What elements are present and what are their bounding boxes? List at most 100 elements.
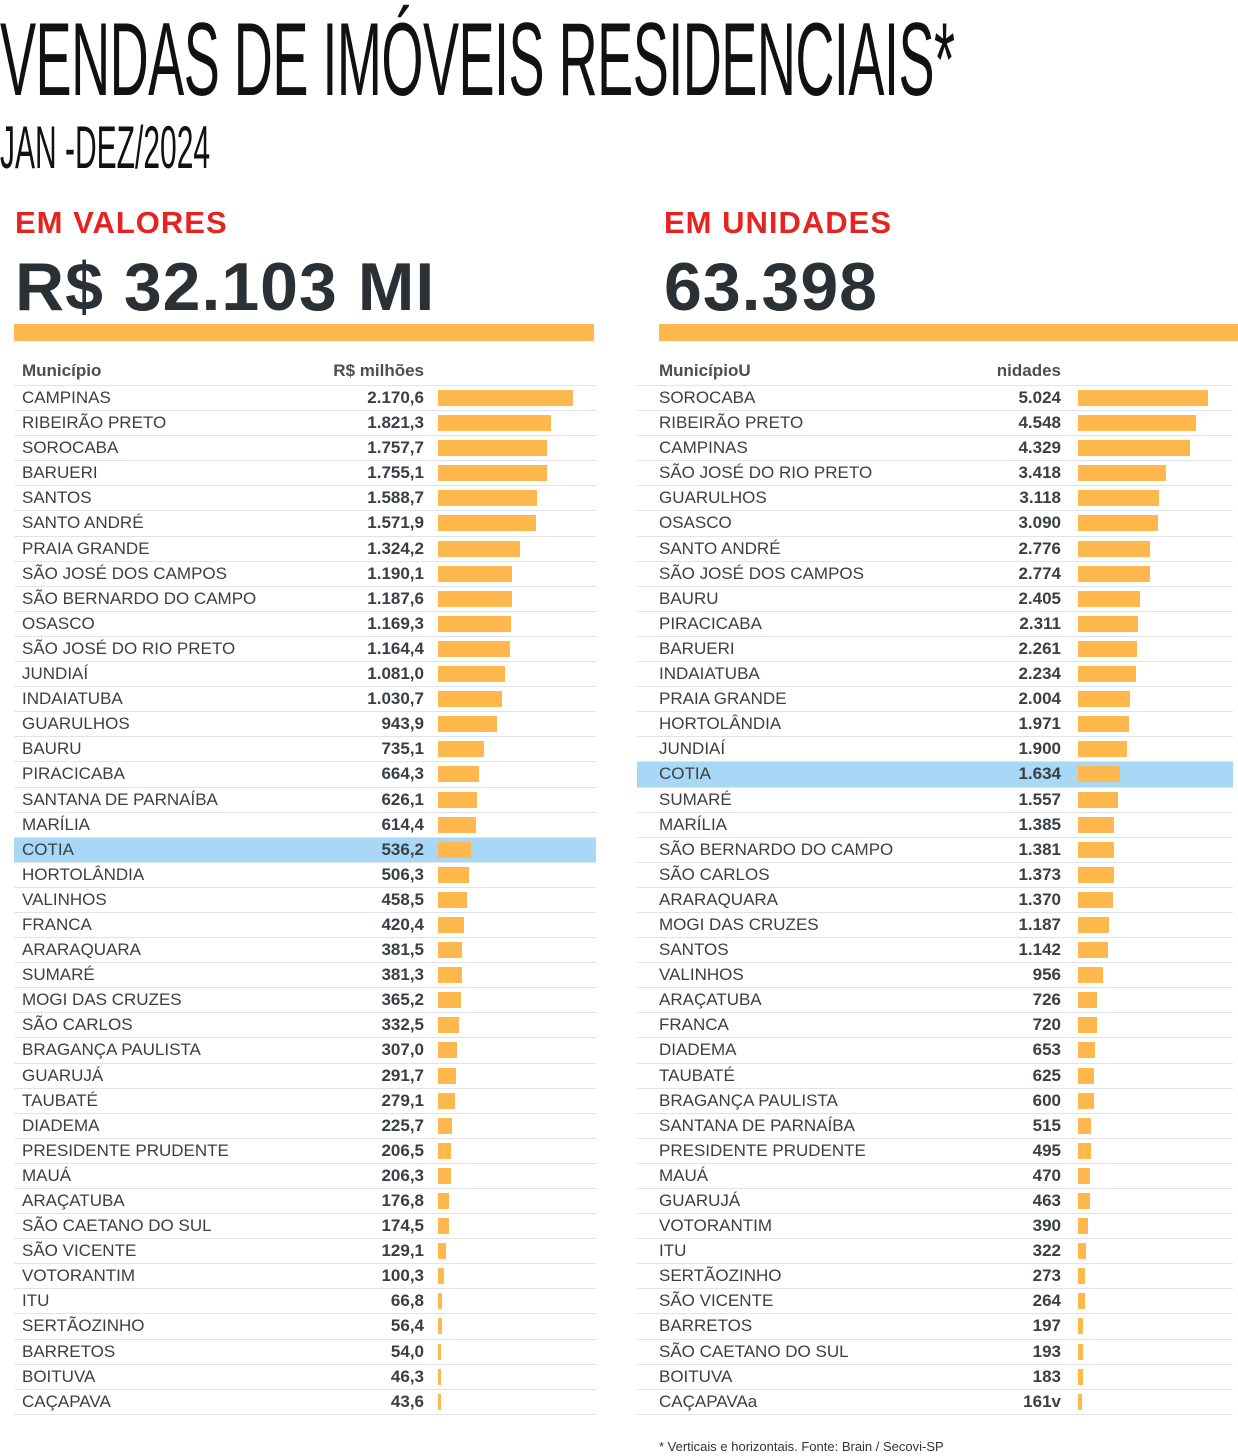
value-label: 2.405 <box>1018 588 1061 608</box>
value-label: 54,0 <box>390 1341 424 1361</box>
municipio-name: SANTOS <box>22 488 92 508</box>
rule-values <box>14 324 594 341</box>
bar <box>438 766 480 783</box>
value-label: 332,5 <box>381 1015 424 1035</box>
table-row: VALINHOS 458,5 <box>14 888 596 913</box>
table-row: SANTANA DE PARNAÍBA 626,1 <box>14 788 596 813</box>
municipio-name: SANTANA DE PARNAÍBA <box>659 1115 855 1135</box>
bar <box>438 1167 451 1184</box>
value-label: 129,1 <box>381 1241 424 1261</box>
municipio-name: PIRACICABA <box>22 764 125 784</box>
municipio-name: FRANCA <box>22 914 92 934</box>
municipio-name: COTIA <box>22 839 74 859</box>
table-row: BARRETOS 54,0 <box>14 1340 596 1365</box>
municipio-name: JUNDIAÍ <box>659 739 726 759</box>
bar <box>438 440 548 457</box>
municipio-name: BAURU <box>659 588 719 608</box>
municipio-name: GUARULHOS <box>22 714 130 734</box>
table-row: SERTÃOZINHO 273 <box>637 1264 1233 1290</box>
bar <box>1078 1318 1084 1335</box>
municipio-name: HORTOLÂNDIA <box>659 714 782 734</box>
table-row: SANTOS 1.142 <box>637 938 1233 964</box>
value-label: 1.588,7 <box>367 488 424 508</box>
bar <box>1078 691 1130 708</box>
table-row: GUARULHOS 3.118 <box>637 486 1233 512</box>
table-row: SOROCABA 5.024 <box>637 386 1233 412</box>
bar <box>1078 540 1150 557</box>
municipio-name: DIADEMA <box>22 1115 100 1135</box>
table-row: PRESIDENTE PRUDENTE 495 <box>637 1139 1233 1164</box>
table-row: PRAIA GRANDE 1.324,2 <box>14 537 596 562</box>
value-label: 197 <box>1032 1316 1061 1336</box>
bar <box>438 515 536 532</box>
municipio-name: SÃO BERNARDO DO CAMPO <box>659 839 894 859</box>
table-row: MARÍLIA 1.385 <box>637 813 1233 838</box>
municipio-name: ARAÇATUBA <box>22 1191 125 1210</box>
bar <box>438 1268 445 1285</box>
value-label: 726 <box>1032 990 1061 1010</box>
table-row: COTIA 536,2 <box>14 837 596 863</box>
bar <box>438 1343 442 1360</box>
municipio-name: RIBEIRÃO PRETO <box>659 413 804 433</box>
table-row: BAURU 735,1 <box>14 737 596 763</box>
table-row: INDAIATUBA 2.234 <box>637 662 1233 688</box>
municipio-name: GUARUJÁ <box>22 1065 104 1085</box>
municipio-name: PRESIDENTE PRUDENTE <box>22 1140 229 1160</box>
table-row: SÃO JOSÉ DO RIO PRETO 1.164,4 <box>14 637 596 663</box>
table-row: CAMPINAS 2.170,6 <box>14 386 596 412</box>
value-label: 2.311 <box>1019 613 1061 633</box>
table-row: OSASCO 3.090 <box>637 511 1233 537</box>
table-row: SOROCABA 1.757,7 <box>14 436 596 462</box>
bar <box>438 866 470 883</box>
municipio-name: HORTOLÂNDIA <box>22 864 145 884</box>
municipio-name: COTIA <box>659 764 711 784</box>
bar <box>1078 515 1158 532</box>
municipio-name: SÃO JOSÉ DOS CAMPOS <box>22 563 227 583</box>
value-label: 66,8 <box>390 1291 424 1311</box>
municipio-name: SÃO JOSÉ DO RIO PRETO <box>659 463 873 483</box>
column-header-municipio: MunicípioU <box>659 361 751 380</box>
municipio-name: SOROCABA <box>22 438 119 458</box>
table-row: MARÍLIA 614,4 <box>14 813 596 838</box>
bar <box>438 1318 442 1335</box>
municipio-name: PRAIA GRANDE <box>659 689 787 709</box>
table-row: ITU 322 <box>637 1239 1233 1265</box>
municipio-name: SERTÃOZINHO <box>22 1316 145 1336</box>
table-row: GUARUJÁ 463 <box>637 1189 1233 1215</box>
bar <box>1078 1042 1095 1059</box>
municipio-name: BOITUVA <box>22 1366 96 1386</box>
table-row: BARUERI 2.261 <box>637 637 1233 663</box>
value-label: 495 <box>1032 1140 1061 1160</box>
bar <box>1078 967 1103 984</box>
municipio-name: FRANCA <box>659 1015 729 1035</box>
bar <box>1078 1218 1089 1235</box>
table-row: DIADEMA 653 <box>637 1038 1233 1064</box>
value-label: 161v <box>1023 1391 1061 1411</box>
table-row: JUNDIAÍ 1.081,0 <box>14 662 596 688</box>
bar <box>1078 1393 1083 1410</box>
value-label: 1.971 <box>1018 714 1061 734</box>
value-label: 1.557 <box>1018 789 1061 809</box>
municipio-name: VOTORANTIM <box>659 1216 773 1236</box>
bar <box>438 540 521 557</box>
bar <box>438 1193 449 1209</box>
table-row: BRAGANÇA PAULISTA 600 <box>637 1089 1233 1114</box>
bar <box>438 1092 456 1109</box>
value-label: 1.381 <box>1018 839 1061 859</box>
table-row: SÃO CARLOS 1.373 <box>637 863 1233 888</box>
bar <box>1078 1368 1083 1385</box>
municipio-name: GUARUJÁ <box>659 1191 741 1210</box>
value-label: 2.774 <box>1018 563 1061 583</box>
value-label: 515 <box>1032 1115 1061 1135</box>
bar <box>1078 942 1108 959</box>
column-header-value: nidades <box>996 361 1061 380</box>
bar <box>1078 1167 1091 1184</box>
value-label: 653 <box>1032 1040 1061 1060</box>
table-row: SUMARÉ 381,3 <box>14 963 596 989</box>
municipio-name: OSASCO <box>659 513 732 533</box>
value-label: 1.370 <box>1018 889 1061 909</box>
bar <box>1078 1268 1086 1285</box>
table-row: ITU 66,8 <box>14 1289 596 1315</box>
table-row: HORTOLÂNDIA 1.971 <box>637 712 1233 738</box>
value-label: 625 <box>1032 1065 1061 1085</box>
